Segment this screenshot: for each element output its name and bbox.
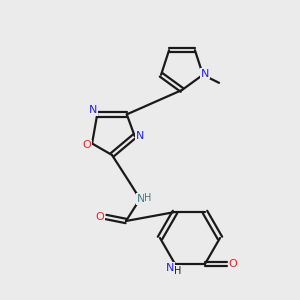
Text: H: H bbox=[174, 266, 182, 276]
Text: N: N bbox=[166, 263, 174, 273]
Text: N: N bbox=[137, 194, 145, 204]
Text: H: H bbox=[144, 193, 152, 203]
Text: N: N bbox=[136, 131, 144, 141]
Text: O: O bbox=[229, 259, 237, 269]
Text: O: O bbox=[96, 212, 104, 222]
Text: N: N bbox=[89, 105, 98, 116]
Text: N: N bbox=[201, 69, 209, 79]
Text: O: O bbox=[83, 140, 92, 151]
